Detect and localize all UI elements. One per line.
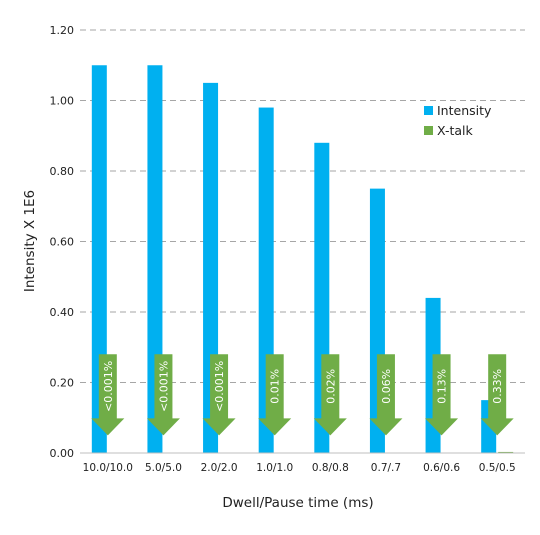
y-tick-label: 0.60: [50, 236, 75, 249]
xtalk-arrow: [202, 354, 236, 436]
xtalk-arrow: [146, 354, 180, 436]
xtalk-data-label: 0.02%: [324, 369, 337, 404]
legend: Intensity X-talk: [424, 103, 492, 138]
y-tick-label: 0.00: [50, 447, 75, 460]
y-axis: 0.00 0.20 0.40 0.60 0.80 1.00 1.20: [50, 24, 75, 460]
xtalk-data-label: 0.13%: [436, 369, 449, 404]
plot-area: <0.001% <0.001% <0.001% 0.01% 0.02% 0.06% 0.13…: [91, 65, 514, 454]
x-tick-label: 5.0/5.0: [145, 462, 182, 474]
xtalk-arrow: [258, 354, 292, 436]
x-tick-label: 0.5/0.5: [479, 462, 516, 474]
y-tick-label: 1.00: [50, 95, 75, 108]
x-tick-label: 10.0/10.0: [83, 462, 133, 474]
x-axis: 10.0/10.0 5.0/5.0 2.0/2.0 1.0/1.0 0.8/0.8 0.7…: [80, 452, 525, 474]
xtalk-bar: [498, 451, 514, 453]
x-tick-label: 0.6/0.6: [423, 462, 460, 474]
xtalk-data-label: <0.001%: [157, 361, 170, 412]
xtalk-arrow: [480, 354, 514, 436]
x-axis-title: Dwell/Pause time (ms): [222, 495, 373, 511]
legend-swatch-xtalk: [424, 126, 433, 135]
xtalk-data-label: <0.001%: [102, 361, 115, 412]
x-tick-label: 0.7/.7: [371, 462, 401, 474]
xtalk-arrow: [313, 354, 347, 436]
xtalk-arrow: [369, 354, 403, 436]
gridlines: [80, 29, 525, 383]
x-tick-label: 0.8/0.8: [312, 462, 349, 474]
xtalk-arrow: [91, 354, 125, 436]
xtalk-data-label: 0.33%: [491, 369, 504, 404]
xtalk-data-label: 0.01%: [269, 369, 282, 404]
y-tick-label: 0.80: [50, 165, 75, 178]
legend-label-xtalk: X-talk: [437, 123, 473, 138]
x-tick-label: 2.0/2.0: [201, 462, 238, 474]
xtalk-data-label: <0.001%: [213, 361, 226, 412]
xtalk-arrow: [425, 354, 459, 436]
y-tick-label: 0.20: [50, 377, 75, 390]
y-axis-title: Intensity X 1E6: [22, 190, 38, 292]
x-tick-label: 1.0/1.0: [256, 462, 293, 474]
y-tick-label: 0.40: [50, 306, 75, 319]
y-tick-label: 1.20: [50, 24, 75, 37]
legend-label-intensity: Intensity: [437, 103, 492, 118]
legend-swatch-intensity: [424, 106, 433, 115]
xtalk-data-label: 0.06%: [380, 369, 393, 404]
